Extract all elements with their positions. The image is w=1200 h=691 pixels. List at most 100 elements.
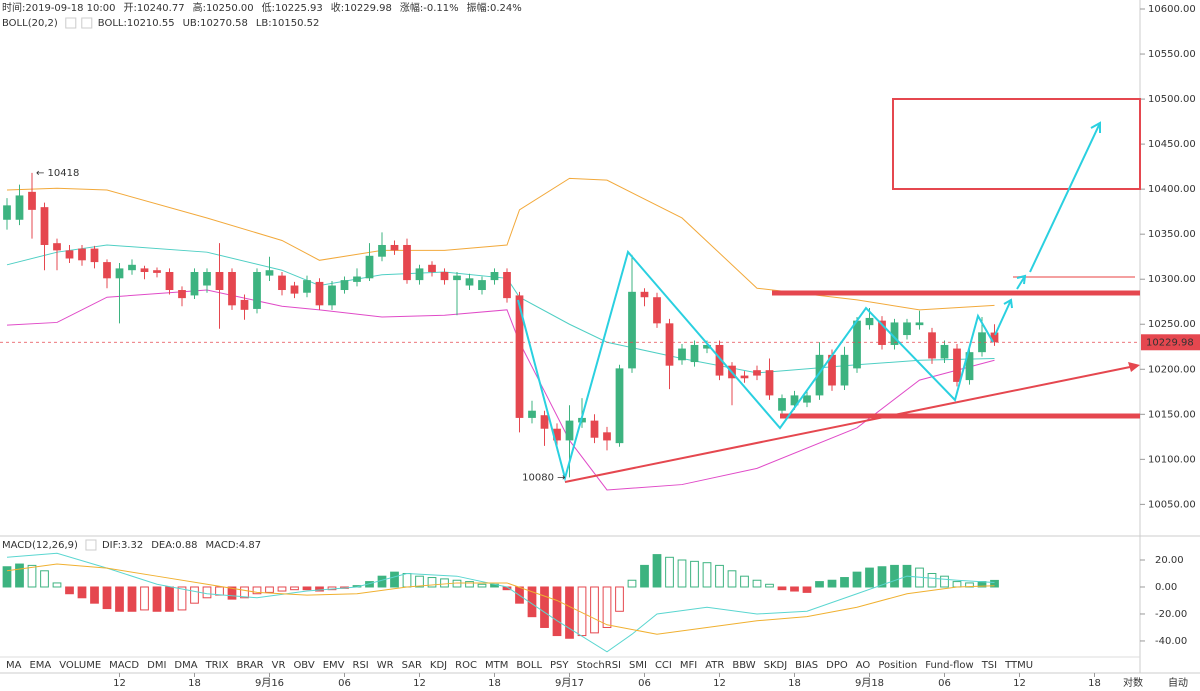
indicator-tab[interactable]: SKDJ [764, 660, 788, 671]
y-tick-label: 10050.00 [1148, 499, 1196, 510]
indicator-tab[interactable]: PSY [550, 660, 569, 671]
candle-body [478, 280, 486, 291]
indicator-tab[interactable]: SMI [629, 660, 647, 671]
candle-body [65, 250, 74, 259]
macd-bar [827, 579, 837, 588]
macd-bar [727, 570, 737, 588]
macd-bar [927, 572, 937, 588]
macd-bar [165, 586, 174, 612]
candle-body [990, 332, 999, 343]
indicator-tab[interactable]: DMA [174, 660, 197, 671]
candle-body [678, 348, 686, 361]
x-tick-label: 18 [1088, 678, 1101, 689]
macd-bar [290, 586, 299, 591]
indicator-tab[interactable]: TTMU [1004, 660, 1033, 671]
header-item: 时间:2019-09-18 10:00 [2, 1, 115, 14]
candle-body [453, 275, 461, 281]
indicator-tab[interactable]: OBV [293, 660, 314, 671]
indicator-tab[interactable]: ROC [455, 660, 477, 671]
indicator-tab[interactable]: ATR [705, 660, 724, 671]
header-item: 涨幅:-0.11% [400, 1, 459, 14]
candle-body [603, 432, 611, 441]
legend-toggle [65, 17, 77, 29]
candle-body [3, 205, 11, 220]
candle-body [653, 297, 661, 324]
indicator-tab[interactable]: EMV [323, 660, 345, 671]
y-tick-label: 10400.00 [1148, 184, 1196, 195]
macd-bar [2, 566, 12, 588]
macd-bar [390, 571, 399, 588]
x-tick-label: 18 [788, 678, 801, 689]
forecast-arrows [994, 121, 1101, 336]
macd-bar [840, 577, 849, 588]
indicator-tab[interactable]: SAR [402, 660, 422, 671]
x-tick-label: 12 [413, 678, 426, 689]
candle-body [165, 272, 174, 291]
candle-body [40, 207, 49, 245]
indicator-tab[interactable]: MACD [109, 660, 139, 671]
candle-body [903, 322, 911, 336]
macd-bar [190, 586, 199, 604]
macd-bar [890, 564, 899, 588]
candle-body [215, 272, 224, 291]
x-tick-label: 9月16 [255, 677, 284, 689]
indicator-tab[interactable]: MA [6, 660, 22, 671]
macd-bar [815, 581, 824, 588]
candle-body [503, 272, 511, 299]
indicator-tab[interactable]: WR [377, 660, 394, 671]
candle-body [440, 272, 449, 281]
indicator-tab[interactable]: Position [878, 660, 917, 671]
indicator-tab[interactable]: StochRSI [577, 660, 621, 671]
macd-bar [552, 586, 562, 637]
indicator-tab[interactable]: TRIX [205, 660, 229, 671]
indicator-tab[interactable]: RSI [353, 660, 369, 671]
indicator-tab[interactable]: AO [856, 660, 871, 671]
indicator-tab[interactable]: BBW [732, 660, 755, 671]
candle-body [803, 395, 811, 403]
indicator-tab[interactable]: MFI [680, 660, 697, 671]
arrow [1029, 121, 1101, 273]
indicator-tab[interactable]: VOLUME [59, 660, 101, 671]
indicator-tab[interactable]: TSI [981, 660, 997, 671]
indicator-tab[interactable]: BOLL [516, 660, 542, 671]
y-tick-label: 10100.00 [1148, 454, 1196, 465]
indicator-tab[interactable]: EMA [29, 660, 51, 671]
candle-body [753, 370, 761, 376]
indicator-tab[interactable]: KDJ [430, 660, 447, 671]
candle-body [415, 268, 424, 281]
macd-bar [615, 586, 624, 612]
indicator-tab[interactable]: VR [272, 660, 286, 671]
indicator-tab[interactable]: BRAR [236, 660, 263, 671]
macd-bar [665, 556, 674, 588]
x-tick-label: 18 [488, 678, 501, 689]
macd-bar [252, 586, 262, 595]
macd-bar [415, 575, 424, 588]
x-tick-label: 06 [638, 678, 651, 689]
macd-bar [377, 575, 387, 588]
macd-bar [240, 586, 249, 599]
header-item: 开:10240.77 [123, 3, 184, 14]
candle-body [940, 344, 949, 359]
legend-item: UB:10270.58 [183, 18, 248, 29]
macd-bar [802, 586, 812, 593]
scale-toggle[interactable]: 对数 [1123, 676, 1143, 689]
legend-toggle [85, 539, 97, 551]
macd-bar [215, 586, 224, 596]
candle-body [528, 410, 536, 418]
candle-body [828, 354, 836, 386]
macd-bar [427, 577, 437, 588]
macd-bar [402, 572, 412, 588]
scale-toggle[interactable]: 自动 [1168, 676, 1188, 689]
candle-body [965, 352, 974, 381]
macd-bar [302, 586, 312, 591]
indicator-tab[interactable]: CCI [655, 660, 672, 671]
indicator-tab[interactable]: DPO [826, 660, 848, 671]
candle-body [628, 291, 636, 369]
indicator-tab[interactable]: MTM [485, 660, 508, 671]
indicator-tab[interactable]: DMI [147, 660, 166, 671]
indicator-tab[interactable]: BIAS [795, 660, 818, 671]
indicator-tab[interactable]: Fund-flow [925, 660, 973, 671]
macd-bar [127, 586, 137, 612]
y-tick-label: 10150.00 [1148, 409, 1196, 420]
